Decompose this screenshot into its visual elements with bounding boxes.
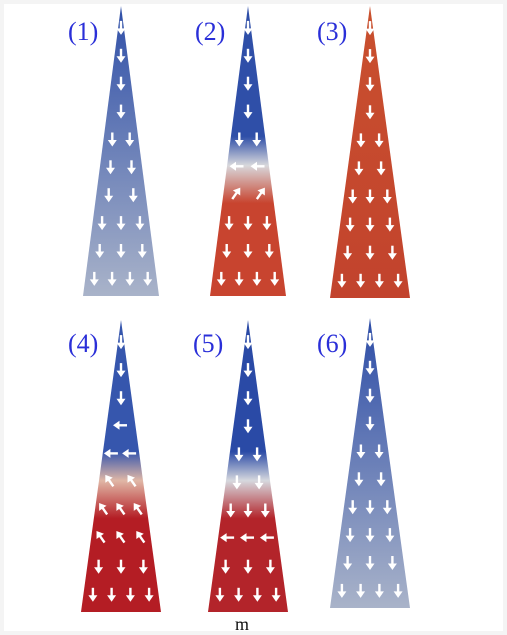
panel-label: (6) <box>317 329 347 358</box>
panel-1: (1) <box>68 6 159 296</box>
panel-label: (3) <box>317 17 347 46</box>
panel-2: (2) <box>195 6 286 296</box>
panel-label: (5) <box>193 329 223 358</box>
panel-5: (5) <box>193 320 288 612</box>
panel-4: (4) <box>68 320 161 612</box>
axis-caption: m <box>235 614 249 634</box>
panel-3: (3) <box>317 6 410 298</box>
panel-label: (4) <box>68 329 98 358</box>
panel-label: (2) <box>195 17 225 46</box>
panel-label: (1) <box>68 17 98 46</box>
panel-6: (6) <box>317 318 410 608</box>
